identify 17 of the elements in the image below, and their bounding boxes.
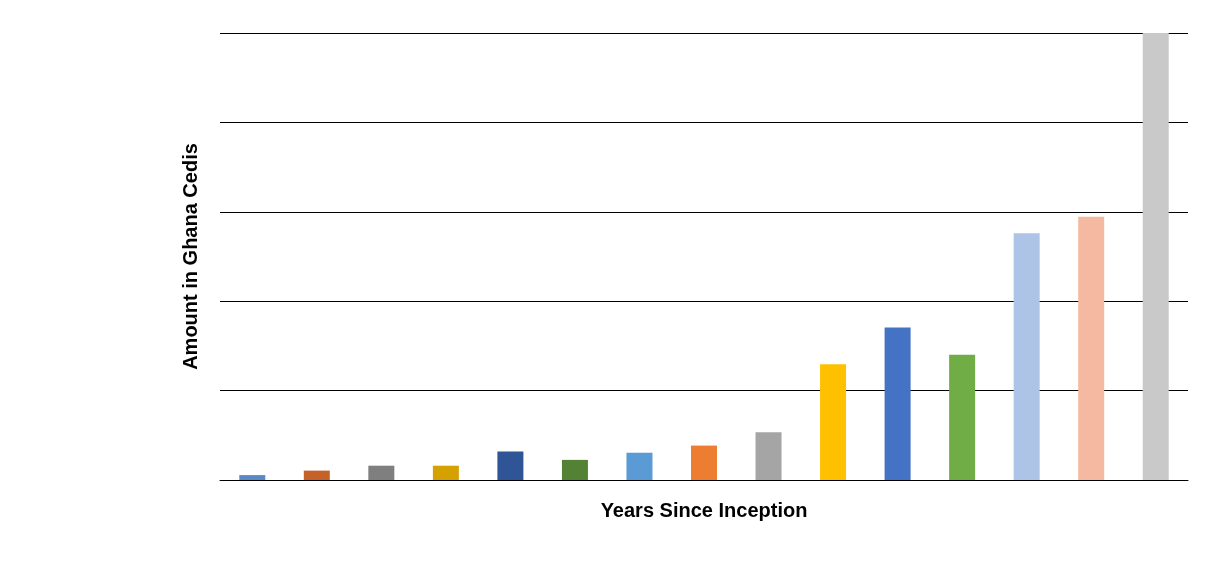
bar	[691, 445, 717, 480]
y-axis-title: Amount in Ghana Cedis	[179, 143, 201, 370]
bar	[755, 432, 782, 480]
bar	[239, 475, 266, 480]
bar	[561, 459, 588, 480]
bar	[368, 465, 395, 480]
bar	[1142, 33, 1169, 480]
bar	[303, 470, 330, 480]
bar	[626, 452, 653, 480]
bar	[497, 451, 524, 480]
bar	[820, 364, 847, 480]
bar	[1078, 216, 1105, 480]
x-axis-title: Years Since Inception	[600, 499, 808, 521]
bar	[432, 465, 459, 480]
bar	[949, 354, 976, 480]
bar	[1013, 233, 1040, 480]
bar	[884, 327, 911, 480]
